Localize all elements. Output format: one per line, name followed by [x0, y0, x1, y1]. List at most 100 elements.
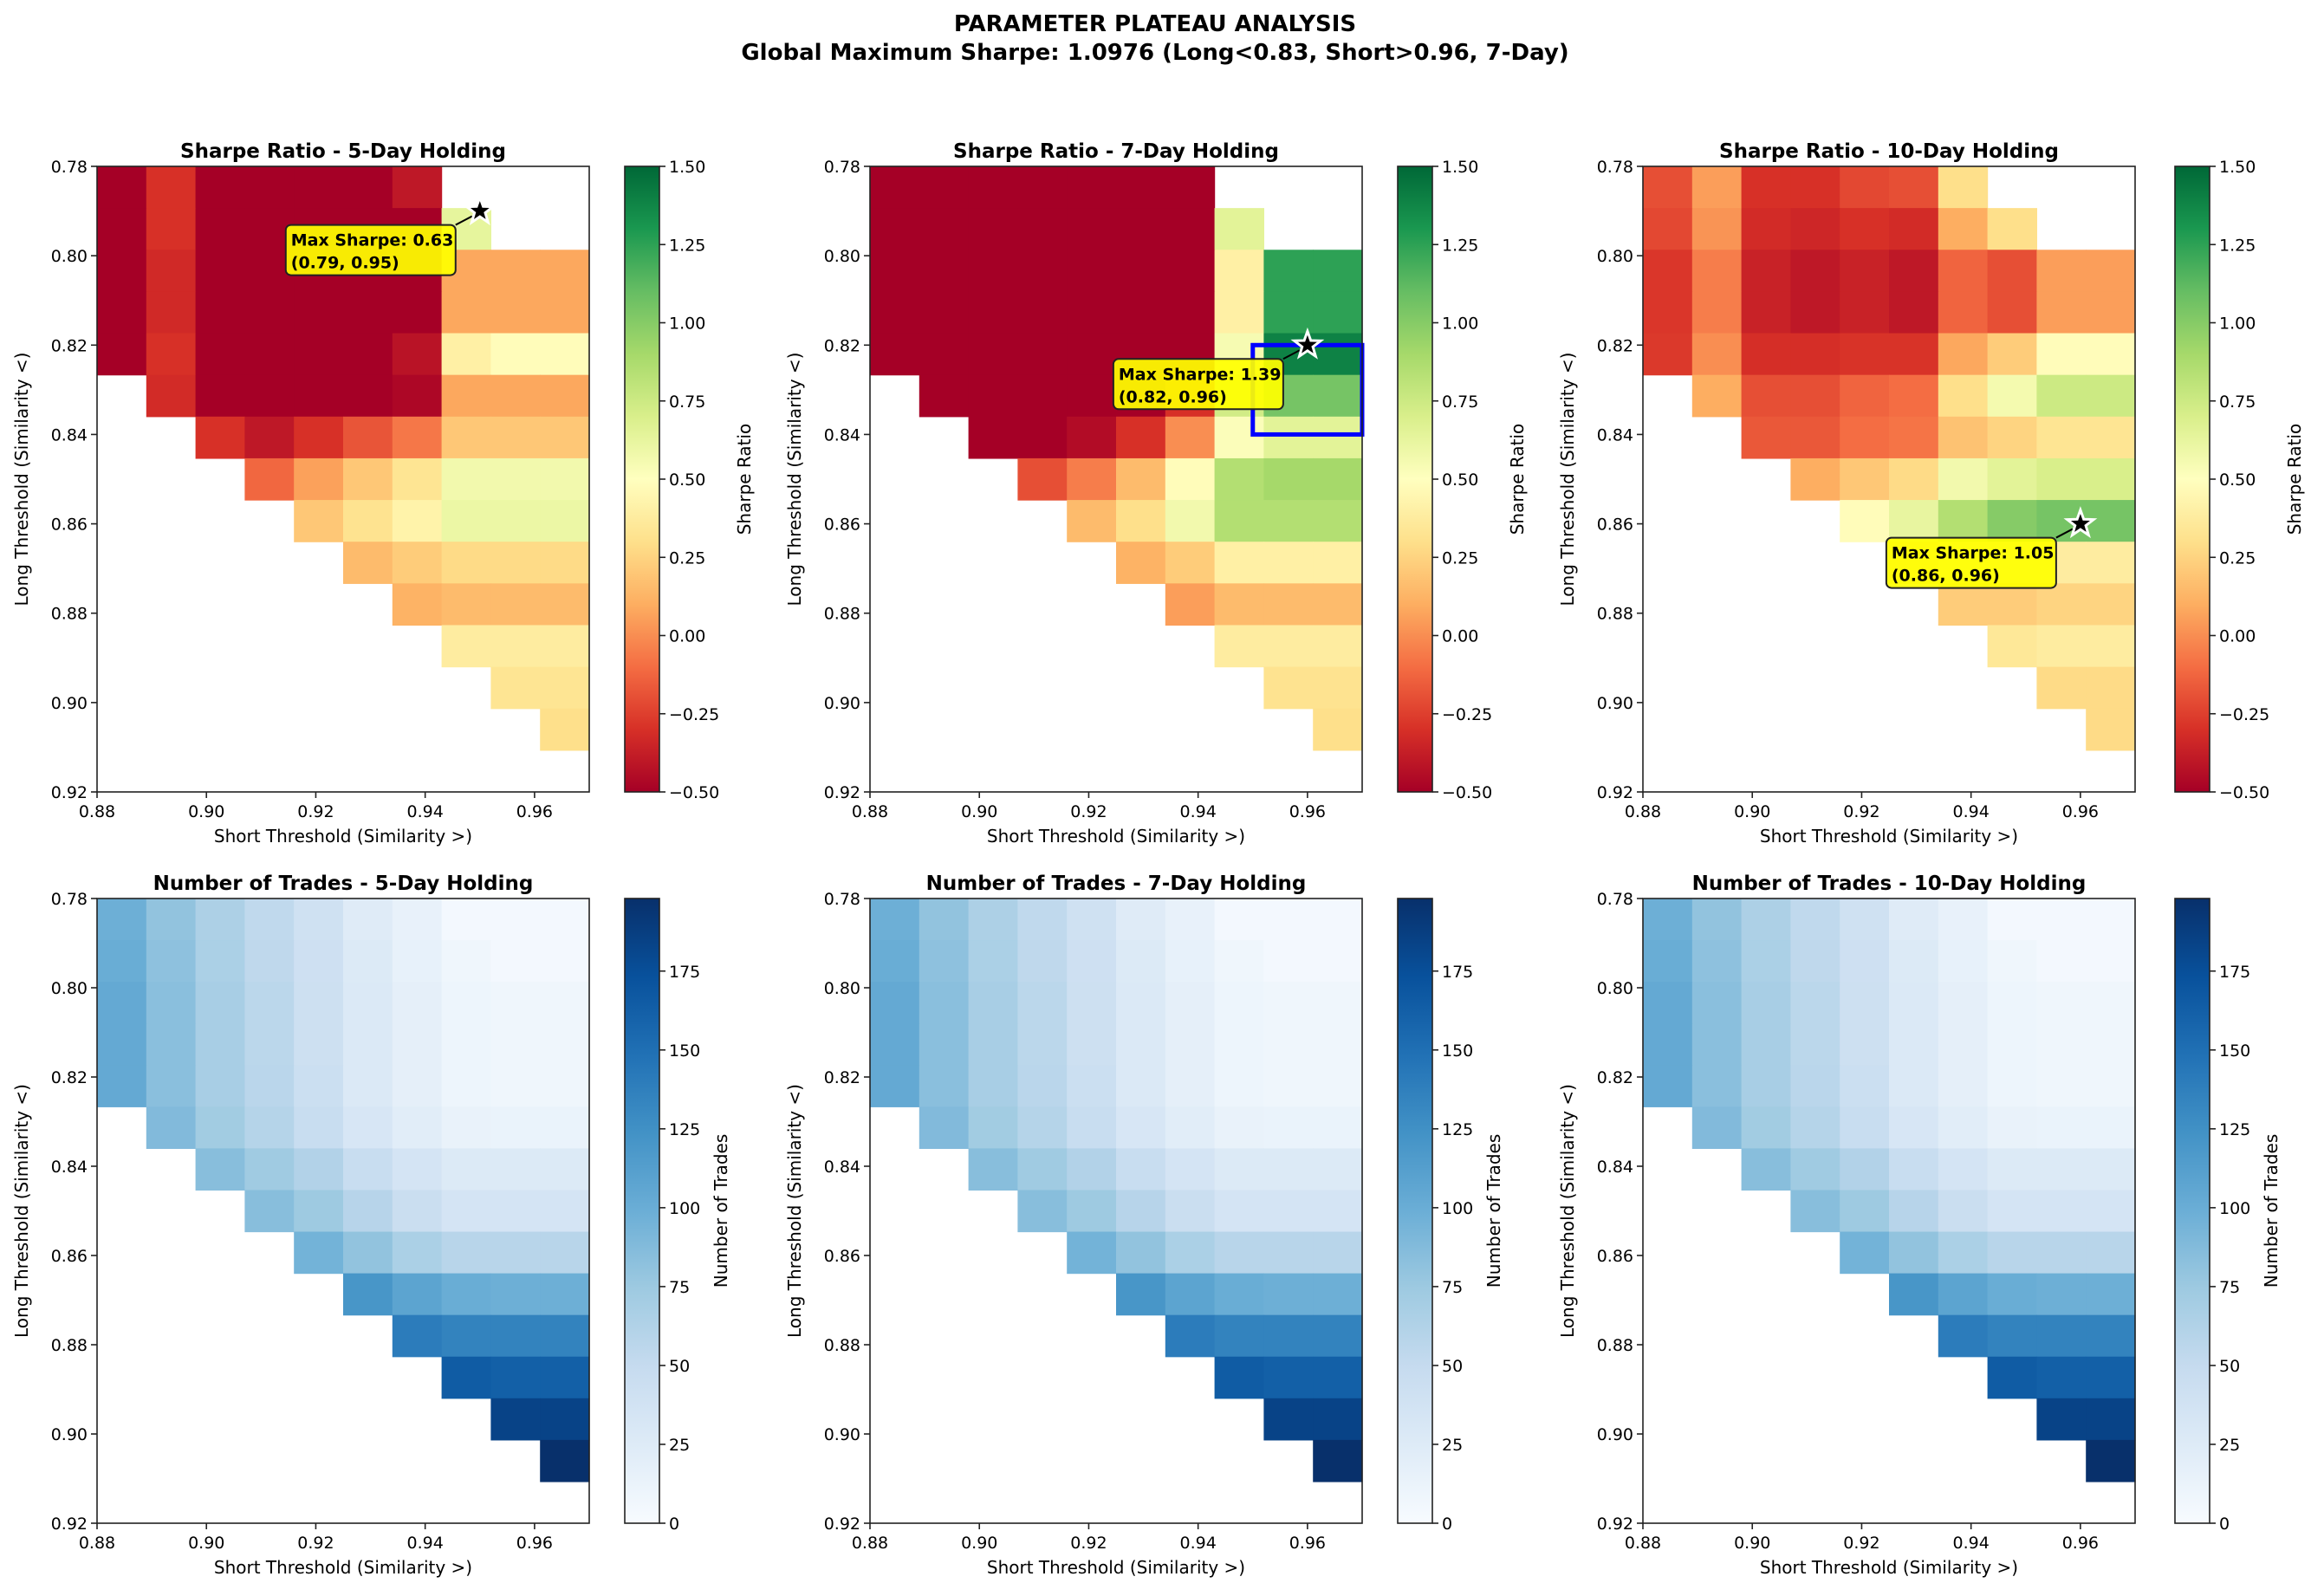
heatmap-cell: [1938, 583, 1989, 626]
colorbar-gradient: [1397, 898, 1433, 1524]
heatmap-cell: [1067, 1106, 1117, 1149]
heatmap-cell: [2036, 1106, 2087, 1149]
heatmap-cell: [968, 940, 1018, 983]
heatmap-cell: [540, 416, 590, 459]
y-tick-label: 0.92: [51, 1515, 88, 1534]
heatmap-cell: [195, 250, 245, 292]
heatmap-cell: [343, 542, 393, 584]
heatmap-cell: [1889, 982, 1939, 1024]
heatmap-cell: [1889, 333, 1939, 376]
heatmap-cell: [2036, 982, 2087, 1024]
y-tick-label: 0.92: [1597, 783, 1633, 802]
heatmap-cell: [490, 940, 541, 983]
heatmap-cell: [1067, 1148, 1117, 1191]
heatmap-cell: [1263, 1398, 1314, 1441]
heatmap-cell: [540, 1106, 590, 1149]
heatmap-panel-2: Sharpe Ratio - 7-Day Holding 0.88 0.90 0.92…: [784, 140, 1528, 847]
heatmap-cell: [1165, 982, 1216, 1024]
heatmap-cell: [146, 1106, 197, 1149]
heatmap-cell: [919, 333, 970, 376]
heatmap-cell: [1741, 1023, 1791, 1066]
annotation-box: [1112, 358, 1284, 411]
heatmap-cell: [343, 1065, 393, 1107]
heatmap-cell: [343, 416, 393, 459]
heatmap-cell: [1840, 899, 1890, 941]
colorbar-tick-label: −0.25: [2219, 705, 2269, 724]
heatmap-cell: [392, 1273, 443, 1316]
heatmap-cell: [1840, 1106, 1890, 1149]
heatmap-cell: [343, 500, 393, 542]
heatmap-cell: [1313, 1190, 1363, 1233]
colorbar-trades: 0 25 50 75 100 125 150 175 Number of Trades: [1397, 898, 1504, 1534]
heatmap-cell: [441, 1065, 491, 1107]
heatmap-cell: [1987, 500, 2037, 542]
heatmap-cell: [441, 1314, 491, 1358]
colorbar-tick-label: 0.75: [1442, 393, 1478, 412]
heatmap-cell: [2036, 940, 2087, 983]
x-tick-label: 0.96: [516, 802, 553, 821]
heatmap-cell: [1938, 1273, 1989, 1316]
heatmap-cell: [2036, 583, 2087, 626]
heatmap-cell: [540, 1148, 590, 1191]
max-sharpe-star-icon: [2063, 506, 2098, 539]
heatmap-cell: [1741, 940, 1791, 983]
heatmap-cell: [490, 250, 541, 292]
colorbar-label: Number of Trades: [1483, 1134, 1504, 1288]
heatmap-cell: [1938, 899, 1989, 941]
y-tick-label: 0.80: [1597, 979, 1633, 998]
heatmap-cell: [1840, 1023, 1890, 1066]
heatmap-cell: [540, 1023, 590, 1066]
heatmap-cell: [1263, 1273, 1314, 1316]
y-tick-label: 0.80: [824, 247, 860, 266]
heatmap-cell: [2086, 982, 2136, 1024]
heatmap-cell: [343, 1023, 393, 1066]
heatmap-cell: [1987, 982, 2037, 1024]
heatmap-cell: [1116, 1148, 1166, 1191]
heatmap-cell: [540, 1314, 590, 1358]
heatmap-cell: [244, 1190, 295, 1233]
y-tick-label: 0.84: [1597, 1158, 1633, 1177]
heatmap-cell: [540, 1356, 590, 1399]
heatmap-cell: [441, 1023, 491, 1066]
x-axis-label: Short Threshold (Similarity >): [214, 826, 472, 847]
heatmap-cell: [244, 457, 295, 501]
heatmap-cell: [1889, 1273, 1939, 1316]
heatmap-cell: [1017, 333, 1068, 376]
heatmap-cell: [294, 899, 344, 941]
y-tick-label: 0.88: [51, 1336, 88, 1355]
x-tick-label: 0.90: [188, 802, 224, 821]
heatmap-cell: [244, 899, 295, 941]
heatmap-cell: [870, 1065, 920, 1107]
heatmap-cell: [1313, 940, 1363, 983]
colorbar-tick-label: 0.50: [2219, 470, 2256, 490]
heatmap-cell: [1214, 1231, 1264, 1275]
heatmap-cell: [968, 250, 1018, 292]
x-tick-label: 0.92: [1070, 1534, 1107, 1553]
y-tick-label: 0.86: [1597, 516, 1633, 535]
heatmap-cell: [919, 374, 970, 418]
suptitle-line1: PARAMETER PLATEAU ANALYSIS: [954, 11, 1356, 37]
heatmap-cell: [490, 1148, 541, 1191]
heatmap-cell: [1116, 416, 1166, 459]
heatmap-cell: [1741, 250, 1791, 292]
heatmap-cell: [1840, 457, 1890, 501]
heatmap-cell: [97, 899, 147, 941]
heatmap-cell: [1889, 457, 1939, 501]
heatmap-cell: [2036, 1231, 2087, 1275]
heatmap-cell: [146, 333, 197, 376]
heatmap-cell: [392, 166, 443, 209]
heatmap-cell: [294, 500, 344, 542]
heatmap-cell: [1840, 1231, 1890, 1275]
heatmap-cell: [2086, 1023, 2136, 1066]
x-tick-label: 0.90: [1734, 1534, 1770, 1553]
heatmap-cell: [1691, 208, 1743, 250]
heatmap-cell: [1116, 166, 1166, 209]
heatmap-cell: [1790, 291, 1840, 334]
heatmap-cell: [392, 982, 443, 1024]
heatmap-cell: [1313, 1439, 1363, 1482]
heatmap-cell: [146, 374, 197, 418]
heatmap-cell: [1938, 500, 1989, 542]
heatmap-cell: [2086, 374, 2136, 418]
heatmap-cell: [1987, 625, 2037, 668]
